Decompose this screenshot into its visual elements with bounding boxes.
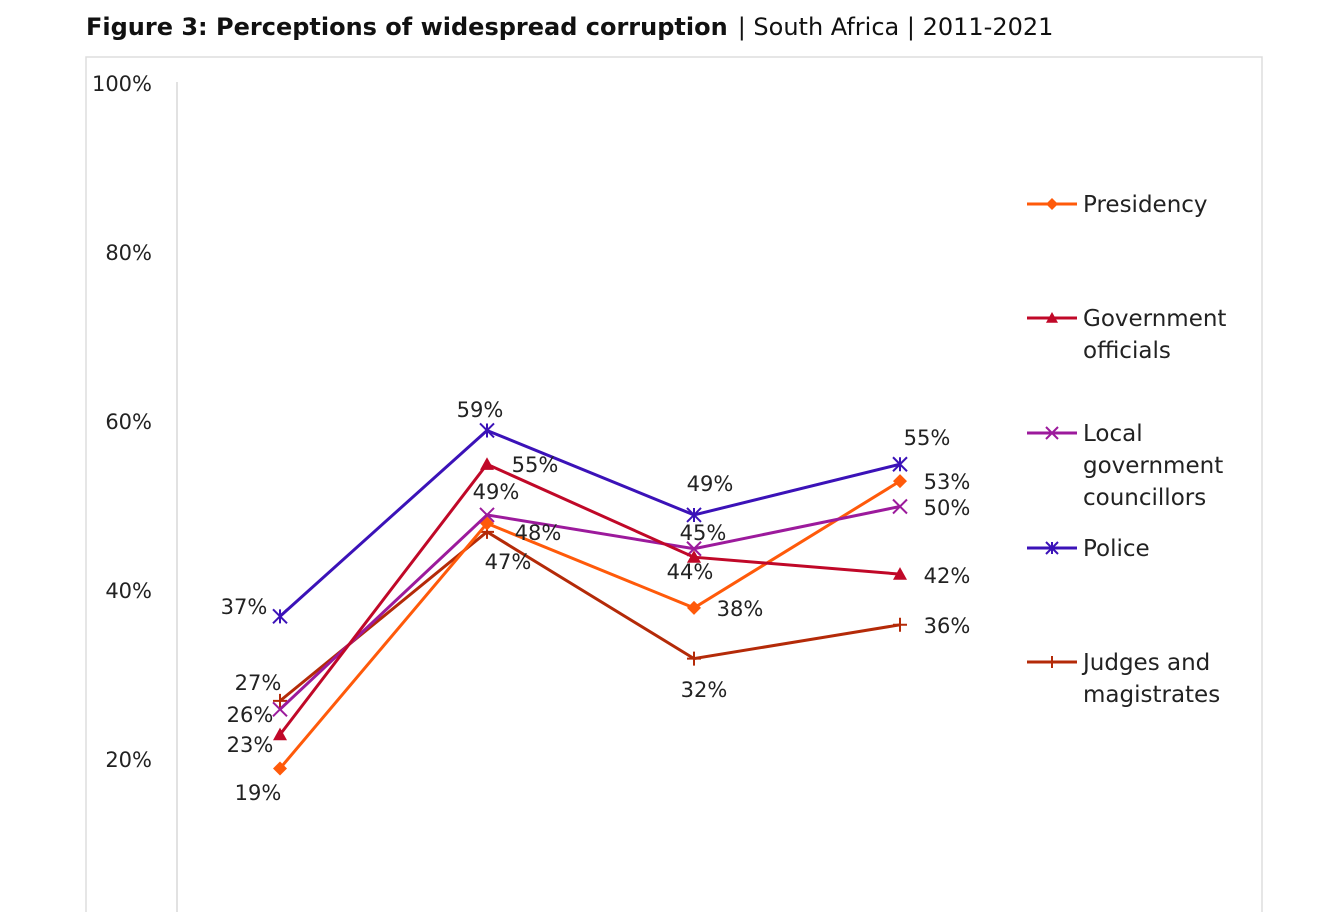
legend-item: Judges and magistrates [1027, 650, 1220, 708]
x-marker [479, 507, 495, 523]
y-tick-label: 80% [105, 241, 152, 265]
y-tick-label: 60% [105, 410, 152, 434]
data-label: 42% [924, 564, 971, 588]
triangle-marker [893, 567, 907, 580]
plus-marker [1046, 656, 1058, 668]
triangle-marker [273, 727, 287, 741]
asterisk-marker [479, 422, 495, 439]
series-line [278, 505, 901, 711]
chart-title: Figure 3: Perceptions of widespread corr… [86, 13, 1053, 41]
diamond-marker [273, 761, 287, 776]
data-label: 27% [235, 671, 282, 695]
legend-label: magistrates [1083, 682, 1220, 708]
legend-label: Presidency [1083, 192, 1208, 218]
data-label: 55% [512, 453, 559, 477]
data-label: 49% [473, 480, 520, 504]
triangle-marker [687, 550, 701, 563]
data-label: 45% [680, 521, 727, 545]
asterisk-marker [686, 507, 702, 523]
data-label: 37% [221, 595, 268, 619]
legend-item: Police [1027, 536, 1150, 562]
y-tick-label: 40% [105, 579, 152, 603]
series-line [279, 530, 901, 703]
data-label: 49% [687, 472, 734, 496]
asterisk-marker [1045, 541, 1059, 555]
data-label: 59% [457, 398, 504, 422]
data-label: 50% [924, 496, 971, 520]
diamond-marker [687, 600, 701, 615]
series-police [272, 422, 908, 625]
legend-label: Judges and [1081, 650, 1210, 676]
legend-label: Police [1083, 536, 1150, 562]
plus-marker [893, 617, 907, 632]
series-line [278, 479, 901, 770]
legend-label: Government [1083, 306, 1226, 332]
series-local-government-councillors [272, 498, 908, 718]
data-label: 44% [667, 560, 714, 584]
x-marker [686, 541, 702, 557]
plus-marker [273, 693, 287, 708]
data-label: 48% [515, 521, 562, 545]
data-label: 55% [904, 426, 951, 450]
y-tick-label: 100% [92, 72, 152, 96]
data-label: 32% [681, 678, 728, 702]
legend-label: officials [1083, 338, 1171, 364]
legend-item: Government officials [1027, 306, 1226, 364]
legend-item: Presidency [1027, 192, 1208, 218]
x-marker [272, 701, 288, 718]
asterisk-marker [272, 608, 288, 625]
series-line [278, 462, 901, 736]
data-label: 26% [227, 703, 274, 727]
diamond-marker [1046, 198, 1058, 210]
data-label: 23% [227, 733, 274, 757]
diamond-marker [893, 474, 907, 489]
chart-frame [85, 56, 1263, 912]
data-label: 47% [485, 550, 532, 574]
legend-label: councillors [1083, 485, 1206, 511]
x-marker [1045, 426, 1059, 440]
plus-marker [687, 651, 701, 666]
x-marker [892, 498, 908, 515]
data-label: 38% [717, 597, 764, 621]
data-label: 36% [924, 614, 971, 638]
data-label: 53% [924, 470, 971, 494]
triangle-marker [480, 457, 494, 470]
legend-label: Local [1083, 421, 1143, 447]
series-government-officials [273, 457, 907, 741]
asterisk-marker [892, 456, 908, 472]
legend-label: government [1083, 453, 1223, 479]
series-line [278, 428, 901, 618]
y-tick-label: 20% [105, 748, 152, 772]
data-label: 19% [235, 781, 282, 805]
series-presidency [273, 474, 907, 776]
triangle-marker [1046, 312, 1058, 323]
series-judges-and-magistrates [273, 524, 907, 708]
legend-item: Local government councillors [1027, 421, 1223, 511]
